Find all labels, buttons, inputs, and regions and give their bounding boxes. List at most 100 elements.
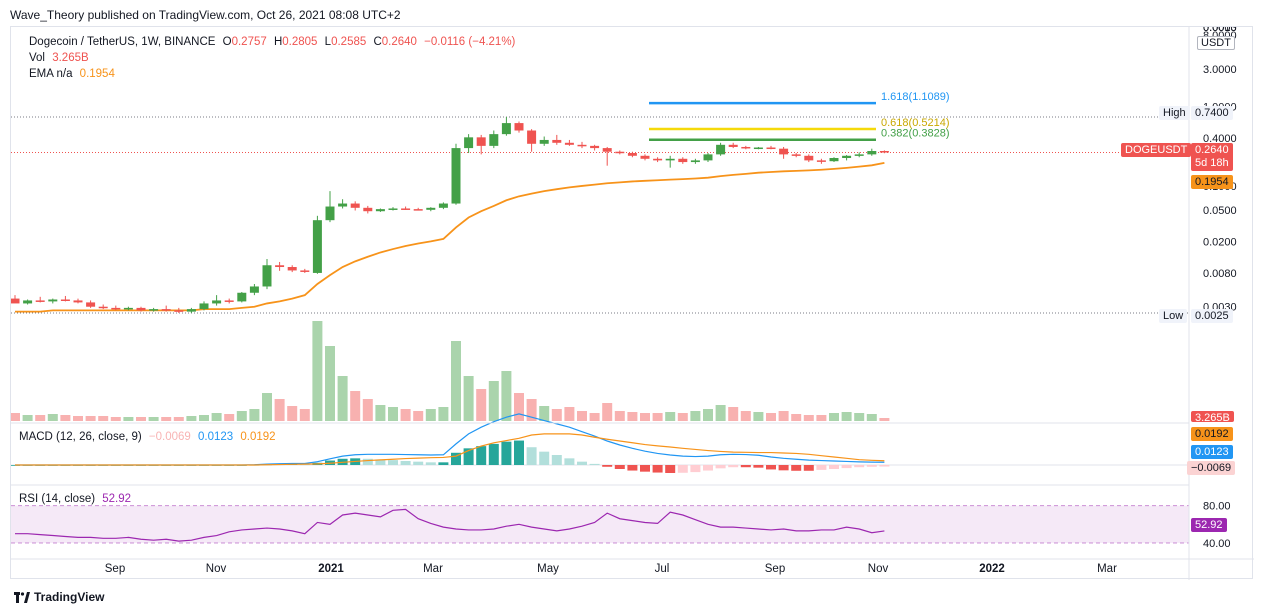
candle-body [35, 300, 45, 302]
candle-body [73, 300, 83, 303]
volume-bar [665, 412, 676, 421]
volume-bar [703, 409, 713, 421]
macd-hist-bar [602, 465, 613, 467]
signal-line [15, 433, 885, 466]
change-value: −0.0116 (−4.21%) [424, 36, 516, 48]
volume-bar [350, 391, 361, 421]
volume-bar [85, 416, 96, 421]
macd-line-value: 0.0123 [198, 431, 234, 443]
volume-bar [224, 414, 235, 421]
candle-body [590, 145, 600, 149]
volume-label: Vol [29, 52, 45, 64]
fib-label: 1.618(1.1089) [881, 91, 950, 103]
macd-hist-bar [501, 441, 512, 465]
fib-label: 0.618(0.5214) [881, 117, 950, 129]
macd-label: MACD (12, 26, close, 9) [19, 431, 142, 443]
ema-legend[interactable]: EMA n/a 0.1954 [29, 68, 115, 80]
candle-body [602, 148, 612, 152]
volume-bar [841, 412, 852, 421]
volume-bar [614, 411, 625, 421]
price-tick-label: 0.0010 [1203, 27, 1237, 34]
open-label: O [222, 36, 232, 48]
volume-bar [488, 381, 499, 421]
volume-bar [199, 415, 209, 421]
currency-unit[interactable]: USDT [1197, 36, 1235, 50]
candle-body [237, 292, 247, 302]
volume-bar [501, 371, 512, 421]
macd-hist-bar [829, 465, 839, 469]
candle-body [476, 137, 486, 146]
candle-body [854, 154, 864, 156]
candle-body [86, 302, 96, 307]
macd-hist-bar [766, 465, 776, 470]
macd-hist-bar [690, 465, 701, 473]
macd-hist-bar [753, 465, 764, 468]
rsi-line [15, 508, 885, 542]
macd-hist-bar [715, 465, 726, 469]
symbol-title[interactable]: Dogecoin / TetherUS, 1W, BINANCE [29, 36, 216, 48]
chart-svg[interactable]: 1.618(1.1089)0.618(0.5214)0.382(0.3828) … [11, 27, 1254, 580]
tradingview-logo-icon [14, 591, 30, 603]
rsi-value: 52.92 [102, 493, 132, 505]
high-value: 0.2805 [282, 36, 318, 48]
volume-bar [589, 413, 600, 421]
volume-bar [854, 413, 865, 421]
low-marker-value: 0.0025 [1191, 309, 1233, 323]
volume-legend[interactable]: Vol 3.265B [29, 52, 89, 64]
candle-body [514, 123, 524, 131]
high-marker-value: 0.7400 [1191, 106, 1233, 120]
macd-hist-tag: −0.0069 [1187, 461, 1236, 475]
ema-label: EMA n/a [29, 68, 73, 80]
macd-legend[interactable]: MACD (12, 26, close, 9) −0.0069 0.0123 0… [19, 431, 276, 443]
volume-bar [740, 411, 751, 421]
rsi-layer [11, 505, 1189, 544]
candle-body [123, 307, 133, 310]
macd-hist-bar [463, 448, 474, 465]
volume-bar [766, 413, 776, 421]
chart-frame[interactable]: 1.618(1.1089) 0.618(0.5214) 0.382(0.3828) … [10, 26, 1254, 580]
volume-layer [11, 321, 890, 421]
volume-bar [539, 406, 550, 421]
rsi-value-tag: 52.92 [1191, 518, 1227, 532]
candle-body [829, 158, 839, 162]
macd-hist-bar [451, 452, 461, 465]
candle-body [564, 142, 574, 145]
volume-bar [236, 411, 247, 421]
volume-bar [640, 413, 650, 421]
tradingview-footer: TradingView [14, 590, 104, 604]
macd-hist-bar [589, 463, 600, 465]
candle-body [438, 203, 448, 208]
macd-hist-bar [375, 459, 386, 465]
volume-bar [652, 413, 663, 421]
price-tick-label: 3.0000 [1203, 64, 1237, 76]
candle-body [426, 207, 436, 210]
volume-bar [627, 412, 638, 421]
volume-bar [413, 411, 424, 421]
volume-bar [577, 411, 587, 421]
close-value: 0.2640 [381, 36, 417, 48]
candle-body [338, 203, 348, 207]
macd-hist-bar [652, 465, 663, 473]
time-tick-label: Sep [765, 563, 785, 575]
macd-hist-bar [539, 451, 550, 465]
rsi-legend[interactable]: RSI (14, close) 52.92 [19, 493, 131, 505]
candle-body [388, 208, 398, 210]
candle-body [665, 158, 675, 161]
candle-body [741, 146, 751, 149]
candle-body [640, 155, 650, 159]
candle-body [728, 144, 738, 147]
time-tick-label: Mar [1097, 563, 1117, 575]
volume-value: 3.265B [52, 52, 89, 64]
candle-body [816, 160, 826, 162]
candle-body [653, 158, 663, 161]
volume-bar [161, 417, 172, 421]
candle-body [224, 300, 234, 302]
macd-hist-bar [866, 465, 877, 467]
macd-hist-bar [803, 465, 814, 471]
volume-bar [388, 407, 398, 421]
candle-body [60, 299, 70, 301]
candle-body [48, 299, 58, 302]
macd-hist-bar [614, 465, 625, 469]
time-tick-label: Nov [868, 563, 889, 575]
high-label: H [273, 36, 283, 48]
